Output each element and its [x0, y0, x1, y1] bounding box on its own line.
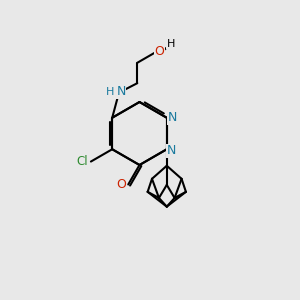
Text: H: H	[106, 87, 114, 97]
Text: O: O	[117, 178, 127, 191]
Text: N: N	[116, 85, 126, 98]
Text: Cl: Cl	[77, 155, 88, 168]
Text: N: N	[167, 144, 176, 157]
Text: N: N	[168, 111, 178, 124]
Text: O: O	[155, 46, 164, 59]
Text: H: H	[167, 39, 175, 49]
